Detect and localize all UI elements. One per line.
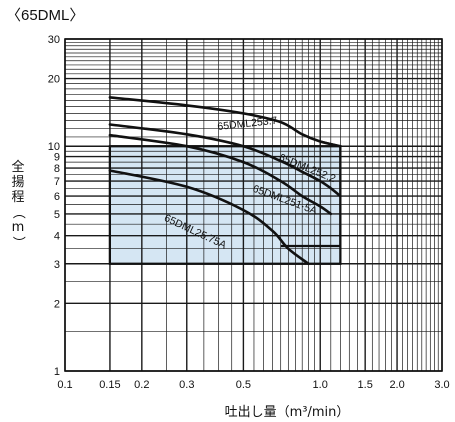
chart-title: 〈65DML〉 [6,7,84,24]
y-tick-label: 30 [48,34,60,46]
y-axis-label-char: ） [11,236,26,249]
y-tick-label: 20 [48,74,60,86]
y-axis-label-char: m [12,220,25,235]
y-tick-label: 7 [54,176,60,188]
y-tick-label: 8 [54,163,60,175]
x-tick-label: 1.5 [358,379,373,391]
x-tick-label: 0.3 [179,379,194,391]
y-tick-label: 6 [54,191,60,203]
x-tick-label: 0.2 [134,379,149,391]
y-tick-label: 10 [48,141,60,153]
curve-label: 65DML253.7 [217,115,278,133]
x-tick-label: 3.0 [434,379,449,391]
x-tick-label: 2.0 [389,379,404,391]
y-axis-label-char: （ [11,206,26,219]
y-tick-label: 2 [54,298,60,310]
y-tick-label: 1 [54,366,60,378]
x-tick-label: 0.5 [236,379,251,391]
y-axis-label-char: 全 [11,159,24,175]
x-axis-label: 吐出し量（m³/min） [225,405,350,420]
y-axis-label-char: 揚 [11,174,24,190]
y-axis-label-group: 全揚程（m） [11,159,26,249]
x-tick-label: 0.1 [57,379,72,391]
y-tick-label: 4 [54,231,60,243]
x-tick-label: 0.15 [99,379,120,391]
y-tick-label: 9 [54,152,60,164]
y-tick-label: 3 [54,259,60,271]
y-tick-label: 5 [54,209,60,221]
x-axis-ticks: 0.1 0.15 0.2 0.3 0.5 1.0 1.5 2.0 3.0 [57,379,449,391]
y-axis-label-char: 程 [11,190,24,205]
x-tick-label: 1.0 [313,379,328,391]
